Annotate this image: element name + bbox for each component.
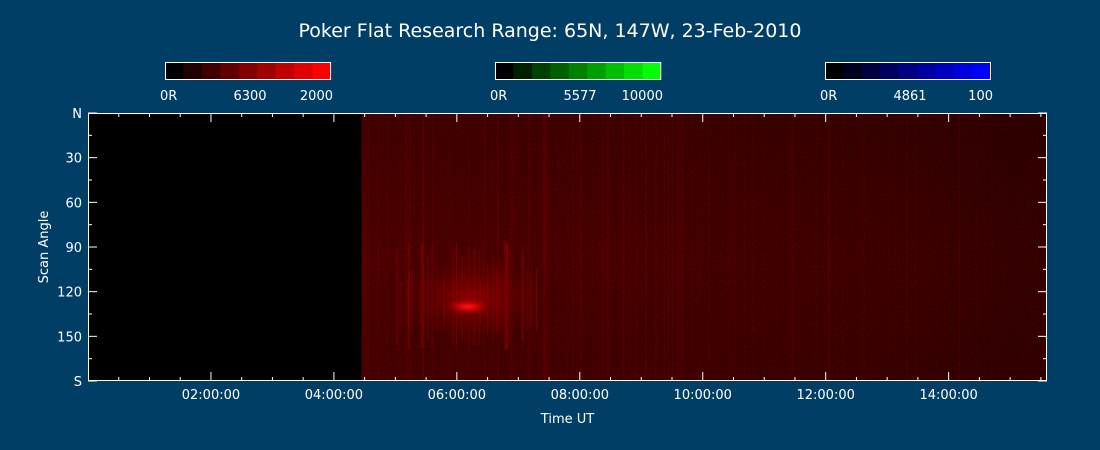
colorbar-segment: [568, 62, 588, 80]
x-tick-label: 06:00:00: [428, 388, 486, 403]
x-tick-label: 14:00:00: [919, 388, 977, 403]
x-tick-label: 10:00:00: [674, 388, 732, 403]
y-tick-label: 60: [65, 196, 82, 211]
colorbar-segment: [257, 62, 277, 80]
colorbar-segment: [495, 62, 514, 80]
colorbar-segment: [587, 62, 607, 80]
colorbar-name-label: 6300: [233, 89, 266, 104]
chart-title: Poker Flat Research Range: 65N, 147W, 23…: [299, 20, 802, 42]
colorbar-segment: [294, 62, 314, 80]
x-tick-label: 08:00:00: [551, 388, 609, 403]
colorbar-max-label: 2000: [300, 89, 333, 104]
colorbar-frame: [495, 62, 661, 80]
y-tick-label: 90: [65, 241, 82, 256]
x-axis: 02:00:00 04:00:00 06:00:00 08:00:00 10:00:00…: [118, 113, 1042, 403]
y-tick-label: 150: [57, 330, 82, 345]
colorbar-name-label: 4861: [893, 89, 926, 104]
colorbar-segment: [843, 62, 863, 80]
colorbar-segment: [513, 62, 533, 80]
colorbar-segment: [220, 62, 240, 80]
y-tick-label: 120: [57, 286, 82, 301]
colorbar-4861: 0R 4861 100: [820, 62, 993, 104]
colorbar-segment: [880, 62, 900, 80]
colorbar-segment: [165, 62, 184, 80]
y-tick-label: S: [74, 375, 82, 390]
colorbar-frame: [165, 62, 331, 80]
y-axis-title: Scan Angle: [37, 211, 52, 284]
colorbar-max-label: 10000: [622, 89, 663, 104]
y-tick-label: N: [72, 107, 82, 122]
colorbar-segment: [898, 62, 918, 80]
colorbar-segment: [531, 62, 551, 80]
colorbar-min-label: 0R: [490, 89, 507, 104]
colorbar-segment: [917, 62, 937, 80]
colorbar-segment: [238, 62, 258, 80]
colorbar-segment: [550, 62, 570, 80]
colorbar-min-label: 0R: [820, 89, 837, 104]
plot-area: 02:00:00 04:00:00 06:00:00 08:00:00 10:00:00…: [57, 107, 1047, 403]
colorbar-segment: [605, 62, 625, 80]
colorbar-segment: [972, 62, 992, 80]
x-tick-label: 02:00:00: [182, 388, 240, 403]
y-tick-label: 30: [65, 152, 82, 167]
colorbar-segment: [825, 62, 844, 80]
x-tick-label: 04:00:00: [305, 388, 363, 403]
colorbar-max-label: 100: [968, 89, 993, 104]
colorbar-frame: [825, 62, 991, 80]
colorbar-segment: [935, 62, 955, 80]
colorbar-min-label: 0R: [160, 89, 177, 104]
colorbar-segment: [183, 62, 203, 80]
colorbar-segment: [201, 62, 221, 80]
colorbar-group: 0R 6300 2000 0R 5577 10000 0R 4861 100: [160, 62, 993, 104]
colorbar-5577: 0R 5577 10000: [490, 62, 663, 104]
colorbar-name-label: 5577: [563, 89, 596, 104]
colorbar-segment: [624, 62, 644, 80]
emission-vertical-fade: [361, 113, 1047, 381]
x-tick-label: 12:00:00: [796, 388, 854, 403]
x-axis-title: Time UT: [540, 412, 594, 427]
colorbar-segment: [954, 62, 974, 80]
colorbar-segment: [312, 62, 332, 80]
y-axis: N 30 60 90 120 150 S: [57, 107, 1047, 390]
colorbar-segment: [861, 62, 881, 80]
colorbar-segment: [275, 62, 295, 80]
colorbar-6300: 0R 6300 2000: [160, 62, 333, 104]
colorbar-segment: [642, 62, 662, 80]
